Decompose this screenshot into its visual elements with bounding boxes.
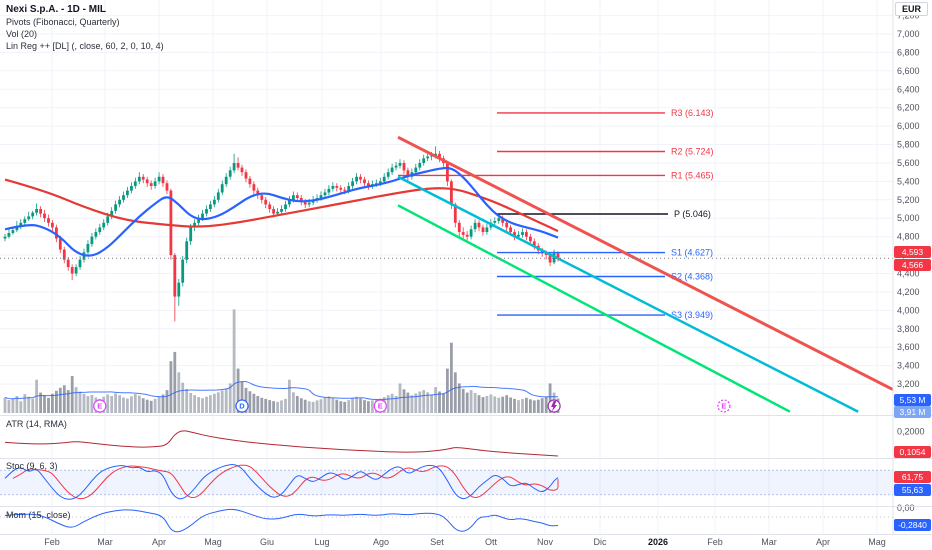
svg-text:5,200: 5,200 <box>897 195 920 205</box>
svg-text:3,200: 3,200 <box>897 379 920 389</box>
volume-layer <box>3 309 560 414</box>
svg-text:Apr: Apr <box>816 537 830 547</box>
svg-text:Giu: Giu <box>260 537 274 547</box>
legend-symbol[interactable]: Nexi S.p.A. - 1D - MIL <box>6 4 107 15</box>
svg-text:4,400: 4,400 <box>897 269 920 279</box>
last-price-badge: 4,566 <box>894 259 931 271</box>
pane-title-atr[interactable]: ATR (14, RMA) <box>6 419 67 429</box>
volume-ma-badge: 5,53 M <box>894 394 931 406</box>
svg-text:0,00: 0,00 <box>897 503 915 513</box>
svg-text:5,400: 5,400 <box>897 176 920 186</box>
mom-line <box>4 508 559 533</box>
volume-badge: 3,91 M <box>894 406 931 418</box>
svg-text:S1 (4.627): S1 (4.627) <box>671 248 713 258</box>
svg-text:Nov: Nov <box>537 537 554 547</box>
legend-indicator-pivots[interactable]: Pivots (Fibonacci, Quarterly) <box>6 17 120 27</box>
trendline-linreg-lower <box>397 204 791 413</box>
svg-text:3,400: 3,400 <box>897 361 920 371</box>
svg-text:Dic: Dic <box>594 537 607 547</box>
svg-text:Feb: Feb <box>707 537 723 547</box>
mom-value-badge: -0,2840 <box>894 519 931 531</box>
svg-text:Set: Set <box>430 537 444 547</box>
svg-text:6,000: 6,000 <box>897 121 920 131</box>
svg-text:R2 (5.724): R2 (5.724) <box>671 147 714 157</box>
svg-text:6,200: 6,200 <box>897 103 920 113</box>
svg-text:E: E <box>97 402 102 411</box>
svg-text:5,800: 5,800 <box>897 140 920 150</box>
pane-title-stoch[interactable]: Stoc (9, 6, 3) <box>6 461 58 471</box>
price-badge-secondary: 4,593 <box>894 246 931 258</box>
svg-text:Ott: Ott <box>485 537 498 547</box>
svg-text:Mar: Mar <box>761 537 777 547</box>
svg-text:Ago: Ago <box>373 537 389 547</box>
stoch-d-line <box>12 464 559 500</box>
svg-text:Mar: Mar <box>97 537 113 547</box>
stoch-k-badge: 61,75 <box>894 471 931 483</box>
atr-line <box>4 430 559 457</box>
ma-blue-line <box>4 166 559 257</box>
svg-text:3,800: 3,800 <box>897 324 920 334</box>
pivot-layer: R3 (6.143) R2 (5.724) R1 (5.465) P (5.046) S… <box>398 108 714 320</box>
stoch-k-line <box>4 464 559 500</box>
svg-text:6,600: 6,600 <box>897 66 920 76</box>
svg-text:3,600: 3,600 <box>897 342 920 352</box>
currency-toggle[interactable]: EUR <box>894 2 928 16</box>
svg-text:0,2000: 0,2000 <box>897 426 925 436</box>
svg-text:S2 (4.368): S2 (4.368) <box>671 272 713 282</box>
stoch-band <box>0 469 893 496</box>
svg-text:Mag: Mag <box>204 537 222 547</box>
svg-text:5,000: 5,000 <box>897 213 920 223</box>
atr-value-badge: 0,1054 <box>894 446 931 458</box>
candles-layer <box>3 146 560 322</box>
time-axis-labels: Feb Mar Apr Mag Giu Lug Ago Set Ott Nov Dic 2026 Feb… <box>44 537 886 547</box>
svg-text:4,200: 4,200 <box>897 287 920 297</box>
svg-text:P (5.046): P (5.046) <box>674 209 711 219</box>
svg-text:5,600: 5,600 <box>897 158 920 168</box>
ma-red-line <box>4 178 559 233</box>
svg-text:R3 (6.143): R3 (6.143) <box>671 108 714 118</box>
svg-text:4,000: 4,000 <box>897 305 920 315</box>
volume-ma-line <box>4 380 559 401</box>
svg-text:R1 (5.465): R1 (5.465) <box>671 170 714 180</box>
svg-text:6,800: 6,800 <box>897 47 920 57</box>
trendline-linreg-upper <box>397 135 894 391</box>
svg-text:Mag: Mag <box>868 537 886 547</box>
gridlines <box>0 0 893 534</box>
svg-text:S3 (3.949): S3 (3.949) <box>671 310 713 320</box>
svg-text:D: D <box>239 402 245 411</box>
legend-indicator-volume[interactable]: Vol (20) <box>6 29 38 39</box>
svg-text:4,800: 4,800 <box>897 232 920 242</box>
svg-text:7,000: 7,000 <box>897 29 920 39</box>
svg-text:Apr: Apr <box>152 537 166 547</box>
svg-text:E: E <box>378 402 383 411</box>
svg-text:6,400: 6,400 <box>897 84 920 94</box>
svg-text:2026: 2026 <box>648 537 668 547</box>
trendline-linreg-middle <box>397 175 859 413</box>
pane-separators <box>0 0 932 535</box>
svg-text:Lug: Lug <box>314 537 329 547</box>
stoch-d-badge: 55,63 <box>894 484 931 496</box>
legend-indicator-linreg[interactable]: Lin Reg ++ [DL] (, close, 60, 2, 0, 10, … <box>6 41 164 51</box>
pane-title-mom[interactable]: Mom (15, close) <box>6 510 71 520</box>
legend: Nexi S.p.A. - 1D - MIL Pivots (Fibonacci… <box>6 4 164 53</box>
svg-text:E: E <box>721 402 726 411</box>
svg-text:Feb: Feb <box>44 537 60 547</box>
